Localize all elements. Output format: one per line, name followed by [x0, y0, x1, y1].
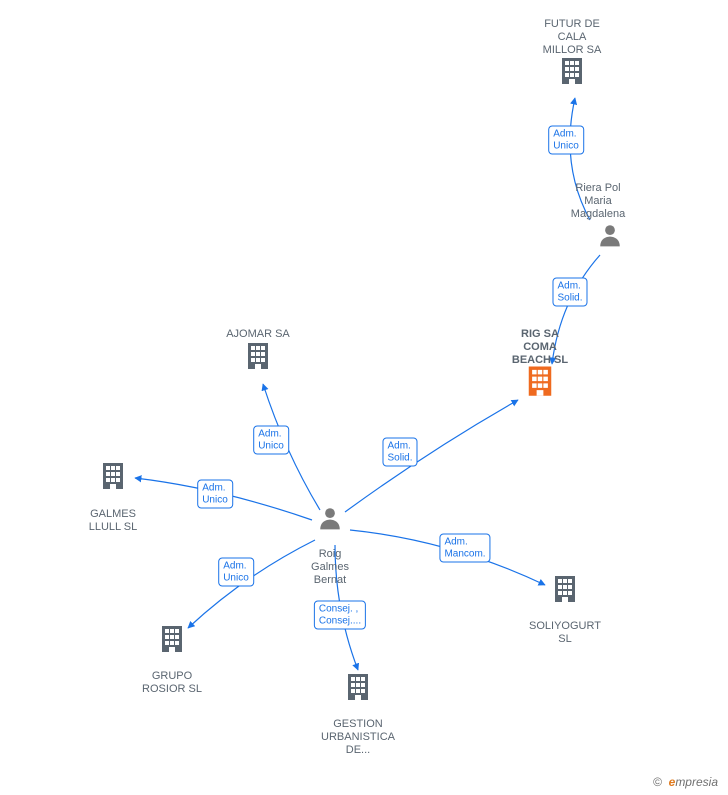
node-label: Roig Galmes Bernat — [285, 548, 375, 588]
building-icon — [556, 54, 588, 91]
edge-label: Adm. Unico — [218, 558, 254, 587]
diagram-canvas: FUTUR DE CALA MILLOR SA Riera Pol Maria … — [0, 0, 728, 795]
building-icon — [97, 459, 129, 496]
edge-label: Adm. Mancom. — [439, 534, 490, 563]
node-label: RIG SA COMA BEACH SL — [495, 328, 585, 368]
node-riera[interactable]: Riera Pol Maria Magdalena — [553, 182, 643, 222]
node-futur[interactable]: FUTUR DE CALA MILLOR SA — [527, 18, 617, 58]
node-label: GRUPO ROSIOR SL — [127, 670, 217, 696]
edge-label: Consej. , Consej.... — [314, 601, 366, 630]
node-grupo[interactable]: GRUPO ROSIOR SL — [127, 670, 217, 696]
node-soliy[interactable]: SOLIYOGURT SL — [520, 620, 610, 646]
node-galmes[interactable]: GALMES LLULL SL — [68, 508, 158, 534]
node-ajomar[interactable]: AJOMAR SA — [213, 328, 303, 341]
edge-label: Adm. Unico — [548, 126, 584, 155]
person-icon — [597, 222, 623, 253]
edge-label: Adm. Solid. — [382, 438, 417, 467]
node-label: GESTION URBANISTICA DE... — [313, 718, 403, 758]
edge-label: Adm. Unico — [253, 426, 289, 455]
building-icon — [156, 622, 188, 659]
node-label: Riera Pol Maria Magdalena — [553, 182, 643, 222]
building-icon — [342, 670, 374, 707]
node-rig[interactable]: RIG SA COMA BEACH SL — [495, 328, 585, 368]
copyright-symbol: © — [653, 775, 662, 789]
building-icon — [242, 339, 274, 376]
node-label: GALMES LLULL SL — [68, 508, 158, 534]
building-icon — [522, 362, 558, 403]
edge-path — [345, 400, 518, 512]
watermark: © empresia — [653, 775, 718, 789]
node-label: AJOMAR SA — [213, 328, 303, 341]
person-icon — [317, 505, 343, 536]
node-label: FUTUR DE CALA MILLOR SA — [527, 18, 617, 58]
edge-label: Adm. Unico — [197, 480, 233, 509]
building-icon — [549, 572, 581, 609]
edge-label: Adm. Solid. — [552, 278, 587, 307]
node-gestion[interactable]: GESTION URBANISTICA DE... — [313, 718, 403, 758]
node-roig[interactable]: Roig Galmes Bernat — [285, 548, 375, 588]
node-label: SOLIYOGURT SL — [520, 620, 610, 646]
brand-rest: mpresia — [675, 775, 718, 789]
